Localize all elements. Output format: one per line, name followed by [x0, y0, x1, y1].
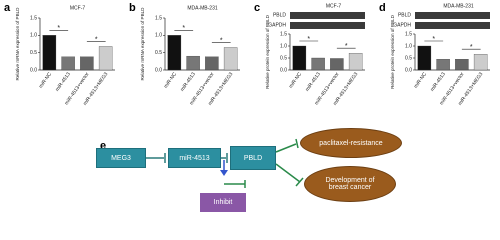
x-tick-label: miR-NC [413, 71, 428, 89]
node: PBLD [230, 146, 276, 170]
blot-label: PBLD [398, 12, 411, 18]
blot [290, 22, 365, 29]
x-tick-label: miR-4513 [179, 71, 196, 92]
y-axis-label: Relative mRNA expression of PBLD [140, 7, 145, 81]
y-tick-label: 1.5 [155, 15, 162, 21]
bar [186, 55, 200, 71]
blot [415, 12, 490, 19]
y-tick-label: 1.5 [405, 31, 412, 37]
x-tick-label: miR-NC [38, 71, 53, 89]
bar [330, 58, 344, 71]
y-axis-label: Relative protein expression of PBLD [390, 14, 395, 88]
panel-label: c [254, 2, 261, 14]
bar [42, 35, 57, 71]
y-axis-label: Relative mRNA expression of PBLD [15, 7, 20, 81]
panel-label: e [100, 140, 107, 152]
blot-label: PBLD [273, 12, 286, 18]
x-tick-label: miR-4513 [429, 71, 446, 92]
significance-star: * [345, 43, 348, 50]
x-tick-label: miR-NC [163, 71, 178, 89]
chart-title: MCF-7 [70, 5, 85, 11]
blot-label: GAPDH [268, 22, 286, 28]
blot [415, 22, 490, 29]
bar [473, 54, 488, 71]
bar [205, 56, 219, 71]
significance-star: * [57, 25, 60, 32]
node: Development of breast cancer [304, 166, 396, 202]
node: paclitaxel-resistance [300, 128, 402, 158]
bar [80, 56, 94, 71]
y-tick-label: 0.0 [30, 67, 37, 73]
x-tick-label: miR-NC [288, 71, 303, 89]
x-tick-label: miR-4513 [54, 71, 71, 92]
blot-label: GAPDH [393, 22, 411, 28]
chart-title: MDA-MB-231 [443, 3, 474, 9]
significance-star: * [220, 37, 223, 44]
y-tick-label: 1.0 [280, 43, 287, 49]
y-tick-label: 0.0 [155, 67, 162, 73]
y-tick-label: 1.0 [405, 43, 412, 49]
y-tick-label: 0.5 [30, 50, 37, 56]
significance-star: * [307, 36, 310, 43]
node: MEG3 [96, 148, 146, 168]
bar [311, 57, 325, 71]
y-tick-label: 1.5 [280, 31, 287, 37]
y-tick-label: 0.5 [155, 50, 162, 56]
bar [223, 47, 238, 71]
significance-star: * [95, 36, 98, 43]
significance-star: * [470, 44, 473, 51]
y-tick-label: 1.0 [30, 33, 37, 39]
y-tick-label: 1.0 [155, 33, 162, 39]
y-tick-label: 0.5 [405, 55, 412, 61]
inhibit-box: Inhibit [200, 193, 246, 212]
significance-star: * [432, 36, 435, 43]
significance-star: * [182, 25, 185, 32]
diagram-arrows [146, 138, 304, 188]
bar [348, 53, 363, 71]
chart: MCF-7 Relative mRNA expression of PBLD 0.0… [15, 3, 490, 188]
bar [98, 46, 113, 71]
bar [167, 35, 182, 71]
bar [436, 59, 450, 71]
y-tick-label: 1.5 [30, 15, 37, 21]
y-tick-label: 0.0 [280, 67, 287, 73]
bar [292, 45, 307, 71]
panel-label: d [379, 2, 386, 14]
chart-title: MDA-MB-231 [187, 5, 218, 11]
node: miR-4513 [168, 148, 221, 168]
y-tick-label: 0.0 [405, 67, 412, 73]
blot [290, 12, 365, 19]
bar [61, 56, 75, 71]
x-tick-label: miR-4513 [304, 71, 321, 92]
bar [455, 59, 469, 71]
chart-title: MCF-7 [326, 3, 341, 9]
panel-label: b [129, 2, 136, 14]
bar [417, 45, 432, 71]
y-axis-label: Relative protein expression of PBLD [265, 14, 270, 88]
y-tick-label: 0.5 [280, 55, 287, 61]
figure: MCF-7 Relative mRNA expression of PBLD 0.0… [4, 2, 490, 212]
panel-label: a [4, 2, 11, 14]
